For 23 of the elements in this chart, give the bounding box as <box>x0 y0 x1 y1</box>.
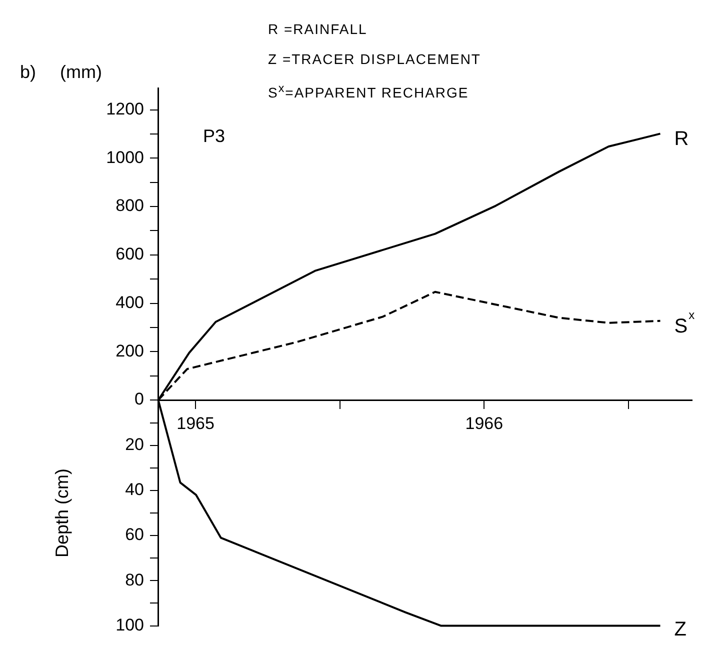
annotation: P3 <box>203 126 226 147</box>
y-tick-label: 600 <box>116 244 144 264</box>
y-tick-label: 40 <box>125 480 144 500</box>
text: b) <box>20 62 36 83</box>
annotation: S$^{x}$=APPARENT RECHARGE <box>268 81 470 103</box>
x-tick-label: 1965 <box>176 414 214 434</box>
y-tick-label: 200 <box>116 341 144 360</box>
series-label: Z <box>674 618 686 641</box>
text: R =RAINFALL <box>268 20 368 39</box>
y-axis-title: Depth (cm) <box>52 468 72 558</box>
x-tick-label: 1966 <box>465 414 504 434</box>
y-tick-label: 1000 <box>106 148 144 167</box>
y-tick-label: 100 <box>116 615 144 634</box>
series-label: R <box>674 128 689 150</box>
y-tick-label: 20 <box>125 435 144 454</box>
y-tick-label: 0 <box>134 390 144 409</box>
y-tick-label: 800 <box>116 196 144 216</box>
y-tick-label: 400 <box>116 292 144 312</box>
y-axis-title: (mm) <box>60 62 102 83</box>
y-tick-label: 80 <box>125 570 144 590</box>
text: Z =TRACER DISPLACEMENT <box>268 50 481 69</box>
y-tick-label: 1200 <box>106 99 144 118</box>
y-tick-label: 60 <box>125 525 144 544</box>
